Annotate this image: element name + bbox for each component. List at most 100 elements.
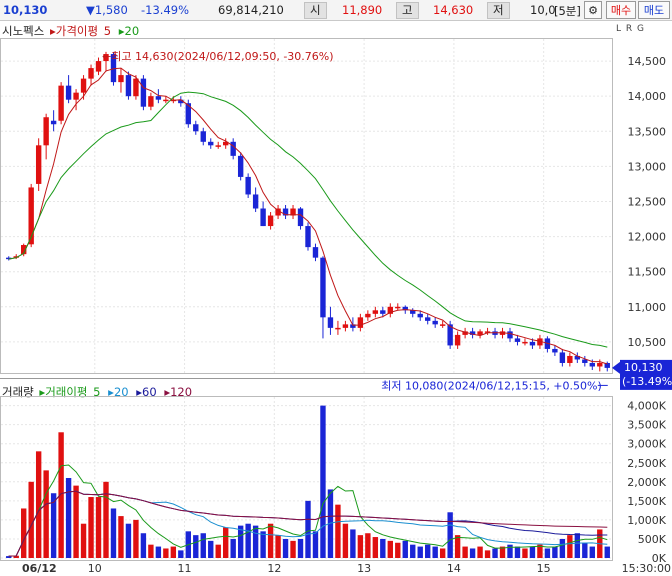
volume-bar xyxy=(604,546,610,558)
candle-body xyxy=(469,331,476,335)
price-axis: 14,500 14,000 13,500 13,000 12,500 12,000 11,5… xyxy=(628,55,667,349)
candle-body xyxy=(320,257,326,318)
price-ma20-line xyxy=(8,91,608,348)
candle-body xyxy=(178,99,184,104)
volume-tick-label: 2,000K xyxy=(627,476,666,489)
candle-body xyxy=(567,355,573,363)
volume-bar xyxy=(193,535,199,558)
price-ma-label[interactable]: ▸가격이평 5 xyxy=(49,24,112,38)
volume-tick-label: 1,000K xyxy=(627,514,666,527)
trade-volume: 69,814,210 xyxy=(218,3,284,17)
candle-body xyxy=(574,355,581,360)
interval-selector[interactable]: [5분] xyxy=(554,4,581,18)
volume-bar xyxy=(582,542,588,558)
volume-ma120-label[interactable]: ▸120 xyxy=(164,385,193,399)
volume-bar xyxy=(544,548,551,558)
time-tick-label: 13 xyxy=(357,562,371,575)
candle-body xyxy=(245,176,251,195)
settings-gear-icon[interactable]: ⚙ xyxy=(584,1,602,19)
volume-bar xyxy=(469,548,476,558)
volume-bar xyxy=(297,538,304,558)
candle-body xyxy=(260,208,266,227)
volume-bar xyxy=(21,508,27,558)
price-tick-label: 10,500 xyxy=(628,336,667,349)
volume-bar xyxy=(110,508,117,558)
volume-bar xyxy=(559,538,566,558)
volume-ma5-line xyxy=(8,464,608,557)
volume-ma20-label[interactable]: ▸20 xyxy=(108,385,129,399)
candle-body xyxy=(297,208,304,227)
volume-bar xyxy=(454,535,461,558)
volume-tick-label: 500K xyxy=(638,533,667,546)
sell-button[interactable]: 매도 xyxy=(638,1,670,19)
volume-bar xyxy=(574,533,581,558)
volume-bar xyxy=(43,470,49,558)
candle-body xyxy=(6,257,12,260)
candle-body xyxy=(529,341,536,346)
price-ma20-label[interactable]: ▸20 xyxy=(118,24,140,38)
volume-bar xyxy=(133,519,139,558)
volume-bar xyxy=(335,504,341,558)
volume-bars xyxy=(6,405,610,558)
candle-body xyxy=(395,306,401,309)
candle-body xyxy=(125,75,132,97)
candle-body xyxy=(522,341,528,344)
volume-bar xyxy=(200,533,206,558)
volume-bar xyxy=(252,525,259,558)
candle-body xyxy=(357,317,364,328)
volume-bar xyxy=(357,535,364,558)
volume-bar xyxy=(447,512,453,558)
volume-bar xyxy=(245,523,251,558)
volume-bar xyxy=(208,540,214,558)
candle-body xyxy=(507,331,513,339)
candle-body xyxy=(582,359,588,363)
candle-body xyxy=(462,331,468,335)
interval-value: 10,0 xyxy=(530,3,556,17)
buy-button[interactable]: 매수 xyxy=(606,1,636,19)
candle-body xyxy=(252,194,259,209)
candle-body xyxy=(537,338,543,346)
low-label: 저 xyxy=(487,2,510,19)
candle-body xyxy=(387,306,393,314)
volume-bar xyxy=(178,550,184,558)
time-tick-label: 06/12 xyxy=(22,562,57,575)
candle-body xyxy=(185,103,191,125)
candle-body xyxy=(163,99,169,102)
volume-bar xyxy=(28,481,34,558)
volume-bar xyxy=(350,529,356,558)
open-label: 시 xyxy=(304,2,327,19)
volume-bar xyxy=(35,451,42,558)
volume-panel-legend: 거래량 ▸거래이평 5 ▸20 ▸60 ▸120 xyxy=(2,384,196,400)
volume-bar xyxy=(73,485,79,558)
volume-bar xyxy=(425,544,431,558)
volume-bar xyxy=(140,533,147,558)
volume-bar xyxy=(432,546,438,558)
price-tick-label: 11,000 xyxy=(628,301,667,314)
candle-body xyxy=(155,96,162,100)
volume-bar xyxy=(477,546,483,558)
volume-bar xyxy=(282,538,289,558)
price-panel-frame xyxy=(0,38,613,374)
price-panel-options[interactable]: L R G xyxy=(616,24,645,34)
candle-body xyxy=(604,362,610,368)
volume-bar xyxy=(410,544,416,558)
volume-ma-label[interactable]: ▸거래이평 5 xyxy=(39,385,101,399)
volume-ma60-label[interactable]: ▸60 xyxy=(136,385,157,399)
volume-bar xyxy=(529,546,536,558)
volume-bar xyxy=(372,537,379,558)
candle-body xyxy=(417,313,423,318)
time-tick-label: 12 xyxy=(267,562,281,575)
candle-body xyxy=(327,317,334,328)
candle-body xyxy=(372,310,379,314)
price-tick-label: 13,000 xyxy=(628,160,667,173)
candle-body xyxy=(484,331,491,333)
candle-body xyxy=(110,54,117,83)
current-price-tag xyxy=(620,359,672,390)
current-price: 10,130 xyxy=(3,3,48,17)
volume-bar xyxy=(170,546,177,558)
volume-bar xyxy=(492,548,498,558)
stock-name: 시노펙스 xyxy=(2,24,45,38)
candle-body xyxy=(380,310,386,314)
time-tick-label: 10 xyxy=(88,562,102,575)
